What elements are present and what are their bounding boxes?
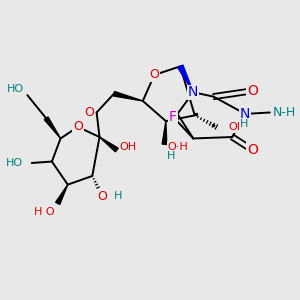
Text: F: F (169, 110, 177, 124)
Text: O: O (247, 84, 258, 98)
Polygon shape (44, 117, 61, 139)
Text: H: H (239, 119, 248, 129)
Polygon shape (56, 184, 68, 205)
Text: H O: H O (34, 207, 55, 217)
Polygon shape (100, 137, 118, 152)
Text: O: O (84, 106, 94, 119)
Text: O·H: O·H (167, 142, 188, 152)
Polygon shape (162, 121, 167, 144)
Text: O: O (149, 68, 159, 82)
Text: HO: HO (8, 84, 25, 94)
Text: O: O (73, 120, 83, 134)
Text: N: N (188, 85, 199, 99)
Text: OH: OH (228, 122, 245, 132)
Text: H: H (167, 151, 176, 161)
Text: N: N (240, 107, 250, 121)
Polygon shape (113, 92, 143, 101)
Text: H: H (114, 191, 122, 201)
Text: O: O (247, 143, 258, 157)
Text: OH: OH (120, 142, 137, 152)
Text: N-H: N-H (273, 106, 296, 119)
Polygon shape (178, 65, 193, 92)
Text: O: O (98, 190, 107, 203)
Text: HO: HO (6, 158, 23, 168)
